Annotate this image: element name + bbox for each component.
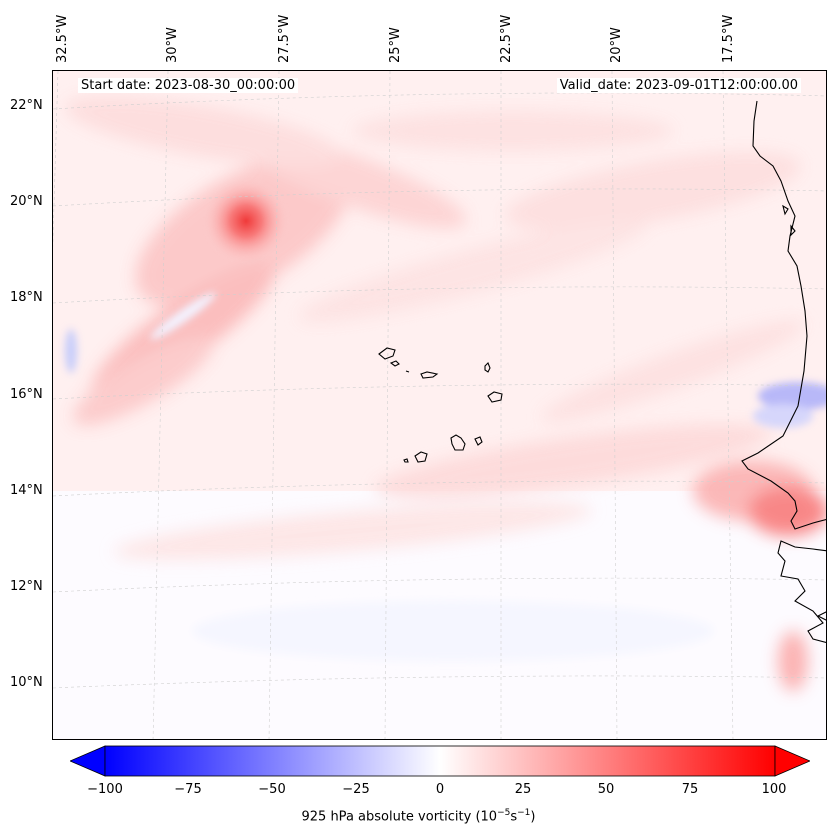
cb-tick-neg50: −50 (258, 782, 286, 797)
lon-label-20w: 20°W (609, 27, 624, 63)
cb-label-suffix: ) (530, 809, 536, 825)
lon-label-22-5w: 22.5°W (499, 14, 514, 63)
vortex-core (201, 176, 291, 266)
vorticity-map (53, 71, 826, 739)
lat-label-12n: 12°N (10, 579, 43, 594)
colorbar (70, 745, 810, 777)
colorbar-max-arrow (774, 745, 810, 777)
cb-tick-50: 50 (597, 782, 615, 797)
positive-vorticity-patches (65, 96, 826, 691)
cb-label-exp1: −5 (497, 808, 511, 818)
valid-date-label: Valid_date: 2023-09-01T12:00:00.00 (556, 78, 801, 93)
map-panel[interactable]: Start date: 2023-08-30_00:00:00 Valid_da… (52, 70, 827, 740)
cb-label-mid: s (510, 809, 518, 825)
gridlines (53, 71, 826, 739)
lon-label-32-5w: 32.5°W (55, 14, 70, 63)
negative-vorticity-patches (65, 292, 826, 661)
colorbar-gradient (104, 745, 776, 777)
lat-label-10n: 10°N (10, 675, 43, 690)
cb-tick-neg25: −25 (342, 782, 370, 797)
lat-label-22n: 22°N (10, 98, 43, 113)
lat-label-18n: 18°N (10, 290, 43, 305)
cb-tick-neg100: −100 (87, 782, 123, 797)
cb-label-exp2: −1 (517, 808, 531, 818)
lat-label-20n: 20°N (10, 194, 43, 209)
colorbar-min-arrow (70, 745, 106, 777)
lat-label-16n: 16°N (10, 387, 43, 402)
cb-tick-neg75: −75 (174, 782, 202, 797)
lon-label-25w: 25°W (388, 27, 403, 63)
cb-tick-0: 0 (435, 782, 445, 797)
lon-label-27-5w: 27.5°W (277, 14, 292, 63)
cb-tick-75: 75 (681, 782, 699, 797)
african-coastline (741, 100, 826, 644)
lon-label-30w: 30°W (165, 27, 180, 63)
cb-tick-100: 100 (761, 782, 787, 797)
start-date-label: Start date: 2023-08-30_00:00:00 (78, 78, 299, 93)
cape-verde-islands (378, 347, 503, 463)
colorbar-label: 925 hPa absolute vorticity (10−5s−1) (0, 808, 837, 824)
cb-label-prefix: 925 hPa absolute vorticity (10 (301, 809, 498, 825)
lat-label-14n: 14°N (10, 483, 43, 498)
cb-tick-25: 25 (514, 782, 532, 797)
lon-label-17-5w: 17.5°W (721, 14, 736, 63)
